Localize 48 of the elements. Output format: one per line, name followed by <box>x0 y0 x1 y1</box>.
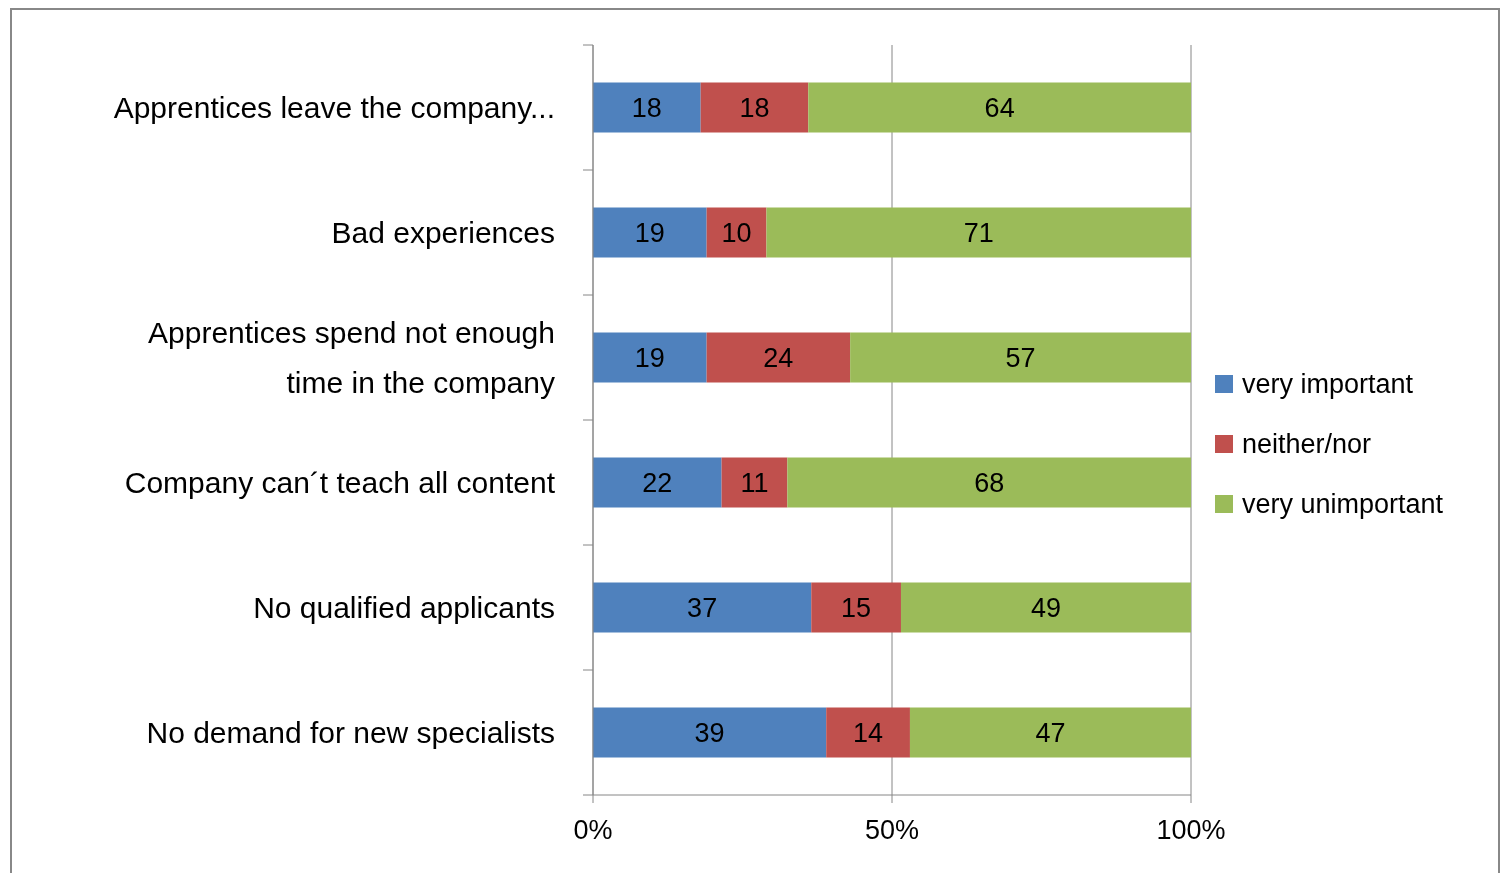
bar <box>850 332 1191 383</box>
y-tick-label: No qualified applicants <box>253 591 555 624</box>
bar <box>593 707 827 758</box>
data-label: 39 <box>694 717 725 748</box>
data-label: 15 <box>841 592 872 623</box>
data-label: 49 <box>1030 592 1062 623</box>
data-label: 37 <box>687 592 718 623</box>
bar <box>593 457 722 508</box>
data-label: 19 <box>634 217 665 248</box>
data-label: 57 <box>1005 342 1036 373</box>
y-tick-label: Apprentices spend not enough time in the company <box>148 316 555 399</box>
bar <box>700 82 809 133</box>
bar <box>593 82 701 133</box>
bar <box>909 707 1191 758</box>
y-tick-label: Company can´t teach all content <box>124 466 556 499</box>
data-label: 22 <box>642 467 673 498</box>
data-label: 18 <box>739 92 770 123</box>
data-label: 10 <box>721 217 752 248</box>
data-label: 71 <box>963 217 994 248</box>
bar <box>706 332 851 383</box>
data-label: 68 <box>974 467 1005 498</box>
bar <box>826 707 910 758</box>
data-label: 19 <box>634 342 665 373</box>
bar <box>593 207 707 258</box>
bar <box>900 582 1191 633</box>
bar <box>721 457 788 508</box>
legend-label: neither/nor <box>1242 429 1372 460</box>
bar <box>593 582 812 633</box>
legend-label: very important <box>1242 369 1414 400</box>
bar <box>766 207 1191 258</box>
y-tick-label: No demand for new specialists <box>146 716 555 749</box>
data-label: 18 <box>631 92 662 123</box>
x-tick-label: 0% <box>573 815 613 845</box>
data-label: 64 <box>984 92 1015 123</box>
bar <box>811 582 901 633</box>
bar <box>593 332 707 383</box>
data-label: 24 <box>763 342 794 373</box>
data-label: 14 <box>853 717 884 748</box>
bar <box>706 207 767 258</box>
y-tick-label: Bad experiences <box>331 216 555 249</box>
y-tick-label: Apprentices leave the company... <box>113 91 555 124</box>
x-tick-label: 100% <box>1156 815 1226 845</box>
bar <box>787 457 1191 508</box>
bar <box>808 82 1191 133</box>
x-tick-label: 50% <box>864 815 920 845</box>
data-label: 47 <box>1035 717 1066 748</box>
legend-label: very unimportant <box>1242 489 1444 520</box>
data-label: 11 <box>740 467 769 498</box>
